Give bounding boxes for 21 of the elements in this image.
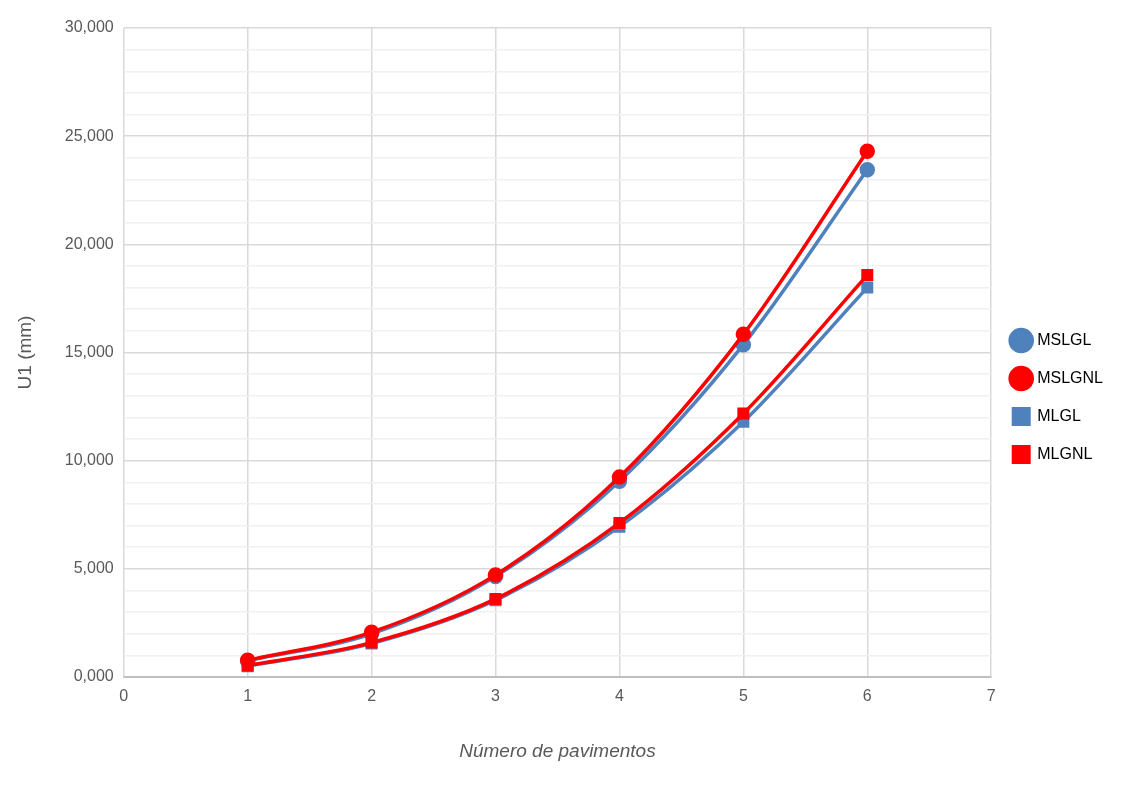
legend-label: MSLGL bbox=[1037, 330, 1092, 348]
x-tick-label: 4 bbox=[614, 687, 624, 705]
y-tick-label: 5,000 bbox=[73, 559, 114, 577]
y-tick-label: 20,000 bbox=[64, 234, 114, 252]
x-tick-label: 0 bbox=[119, 687, 129, 705]
x-tick-label: 5 bbox=[738, 687, 748, 705]
y-tick-label: 10,000 bbox=[64, 451, 114, 469]
y-tick-label: 0,000 bbox=[73, 667, 114, 685]
y-axis-title: U1 (mm) bbox=[13, 315, 35, 390]
x-tick-label: 1 bbox=[243, 687, 253, 705]
x-tick-label: 6 bbox=[862, 687, 872, 705]
y-tick-label: 25,000 bbox=[64, 126, 114, 144]
legend-label: MLGNL bbox=[1037, 444, 1093, 462]
x-tick-label: 3 bbox=[491, 687, 501, 705]
x-tick-label: 7 bbox=[986, 687, 996, 705]
y-tick-label: 30,000 bbox=[64, 18, 114, 36]
legend-label: MLGL bbox=[1037, 406, 1081, 424]
x-axis-title: Número de pavimentos bbox=[459, 739, 657, 761]
legend-label: MSLGNL bbox=[1037, 368, 1104, 386]
y-tick-label: 15,000 bbox=[64, 342, 114, 360]
x-tick-label: 2 bbox=[367, 687, 377, 705]
